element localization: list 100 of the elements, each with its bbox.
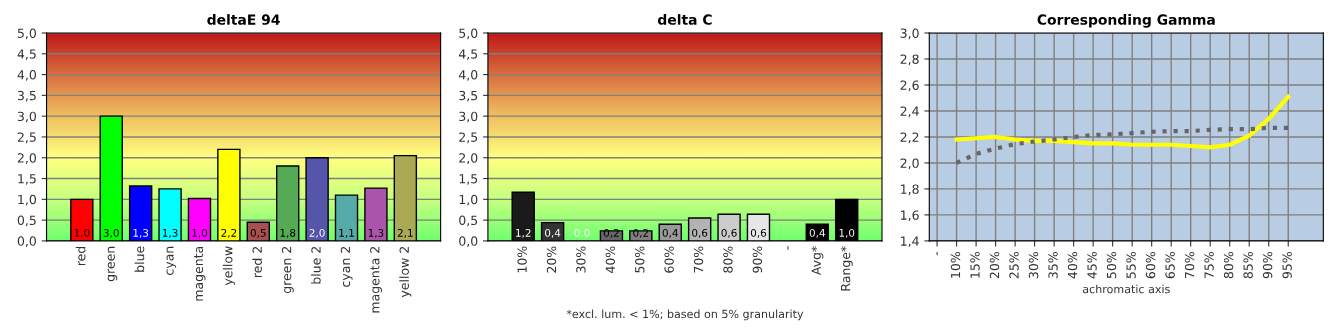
y-tick-label: 2,0	[17, 153, 36, 164]
x-tick-label: green	[107, 246, 118, 282]
data-label: 2,1	[397, 228, 413, 238]
x-tick-label: 90%	[752, 246, 763, 273]
chart-title: Corresponding Gamma	[1037, 14, 1215, 28]
data-label: 1,0	[839, 228, 855, 238]
x-tick-label: 25%	[1009, 252, 1019, 279]
x-tick-label: blue	[134, 246, 145, 272]
data-label: 1,8	[280, 228, 296, 238]
y-tick-label: 2,5	[459, 132, 478, 144]
data-label: 1,3	[162, 228, 178, 238]
x-tick-label: 40%	[605, 246, 616, 273]
data-label: 0,2	[633, 228, 649, 238]
line-series	[954, 125, 1291, 166]
y-tick-label: 1,5	[459, 174, 478, 185]
y-tick-label: 1,8	[901, 184, 919, 196]
x-tick-label: green 2	[281, 247, 294, 294]
y-tick-label: 4,5	[458, 49, 478, 60]
x-tick-label: 35%	[1048, 252, 1058, 279]
data-label: 0,6	[750, 228, 767, 238]
x-axis-title: achromatic axis	[1082, 284, 1170, 294]
y-tick-label: 5,0	[17, 28, 36, 40]
data-label: 0,4	[662, 228, 678, 238]
text: *excl. lum. < 1%; based on 5% granularity	[566, 309, 804, 321]
y-tick-label: 3,0	[900, 28, 919, 40]
x-tick-label: 10%	[950, 252, 961, 278]
y-tick-label: 4,0	[458, 70, 478, 81]
data-label: 0,2	[603, 228, 619, 238]
x-tick-label: 70%	[1184, 252, 1195, 279]
x-tick-label: 20%	[546, 246, 557, 273]
y-tick-label: 2,6	[900, 80, 919, 92]
y-tick-label: 2,8	[900, 54, 919, 66]
x-tick-label: 80%	[1223, 252, 1234, 279]
x-tick-label: 95%	[1282, 252, 1292, 279]
y-tick-label: 2,4	[900, 106, 919, 118]
x-tick-label: 85%	[1243, 252, 1253, 279]
y-tick-label: 2,0	[459, 153, 478, 164]
x-tick-label: 45%	[1087, 252, 1097, 279]
y-tick-label: 3,0	[459, 111, 478, 123]
y-tick-label: 3,5	[459, 90, 478, 102]
x-tick-label: magenta	[194, 246, 206, 301]
y-tick-label: 1,6	[901, 210, 919, 222]
data-label: 0,0	[574, 228, 590, 238]
y-tick-label: 5,0	[459, 28, 478, 40]
data-label: 1,3	[133, 228, 149, 238]
x-tick-label: red	[75, 246, 86, 266]
x-tick-label: 80%	[723, 246, 733, 273]
x-tick-label: 40%	[1067, 252, 1078, 279]
x-tick-label: 60%	[1145, 252, 1156, 279]
x-tick-label: 60%	[664, 246, 674, 273]
y-tick-label: 0,5	[17, 215, 36, 227]
x-tick-label: magenta 2	[370, 247, 382, 313]
x-tick-label: red 2	[252, 247, 262, 278]
data-label: 1,0	[192, 228, 208, 238]
x-tick-label: 15%	[970, 252, 980, 278]
x-tick-label: -	[787, 246, 789, 250]
data-label: 0,6	[692, 228, 708, 238]
x-tick-label: 20%	[989, 252, 1000, 279]
x-tick-label: cyan 2	[340, 247, 353, 287]
y-tick-label: 2,2	[900, 132, 919, 144]
data-label: 0,4	[809, 228, 825, 238]
y-tick-label: 3,0	[17, 111, 36, 123]
y-tick-label: 4,0	[17, 70, 36, 81]
line-series	[954, 94, 1291, 150]
x-tick-label: Range*	[840, 246, 853, 291]
y-tick-label: 1,0	[459, 194, 478, 206]
x-tick-label: yellow 2	[399, 247, 412, 298]
y-tick-label: 1,5	[18, 174, 36, 185]
x-tick-label: cyan	[166, 246, 177, 275]
data-label: 1,2	[516, 228, 531, 238]
y-tick-label: 0,5	[459, 215, 478, 227]
x-tick-label: Avg*	[811, 246, 824, 276]
data-label: 2,2	[221, 228, 237, 238]
x-tick-label: 90%	[1262, 252, 1273, 279]
x-tick-label: 55%	[1126, 252, 1136, 279]
y-tick-label: 4,5	[17, 49, 36, 60]
y-tick-label: 0,0	[17, 236, 36, 248]
data-label: 0,6	[721, 228, 737, 238]
data-label: 1,1	[339, 229, 354, 238]
y-tick-label: 2,0	[900, 158, 919, 170]
data-label: 0,5	[250, 228, 266, 238]
x-tick-label: 50%	[635, 246, 645, 273]
x-tick-label: blue 2	[311, 247, 321, 284]
chart-title: deltaE 94	[207, 14, 280, 25]
x-tick-label: -	[936, 251, 938, 256]
x-tick-label: 75%	[1204, 252, 1214, 279]
data-label: 0,4	[545, 228, 561, 238]
y-tick-label: 1,4	[901, 236, 919, 248]
y-tick-label: 0,0	[459, 236, 478, 248]
data-label: 1,0	[74, 228, 90, 238]
x-tick-label: 65%	[1165, 252, 1175, 279]
x-tick-label: yellow	[222, 246, 235, 286]
x-tick-label: 30%	[1028, 252, 1039, 279]
chart-title: delta C	[657, 14, 712, 25]
y-tick-label: 1,0	[18, 194, 36, 206]
data-label: 1,3	[368, 228, 384, 238]
x-tick-label: 50%	[1106, 252, 1117, 279]
x-tick-label: 70%	[693, 246, 704, 273]
y-tick-label: 2,5	[17, 132, 36, 144]
y-tick-label: 3,5	[17, 90, 36, 102]
